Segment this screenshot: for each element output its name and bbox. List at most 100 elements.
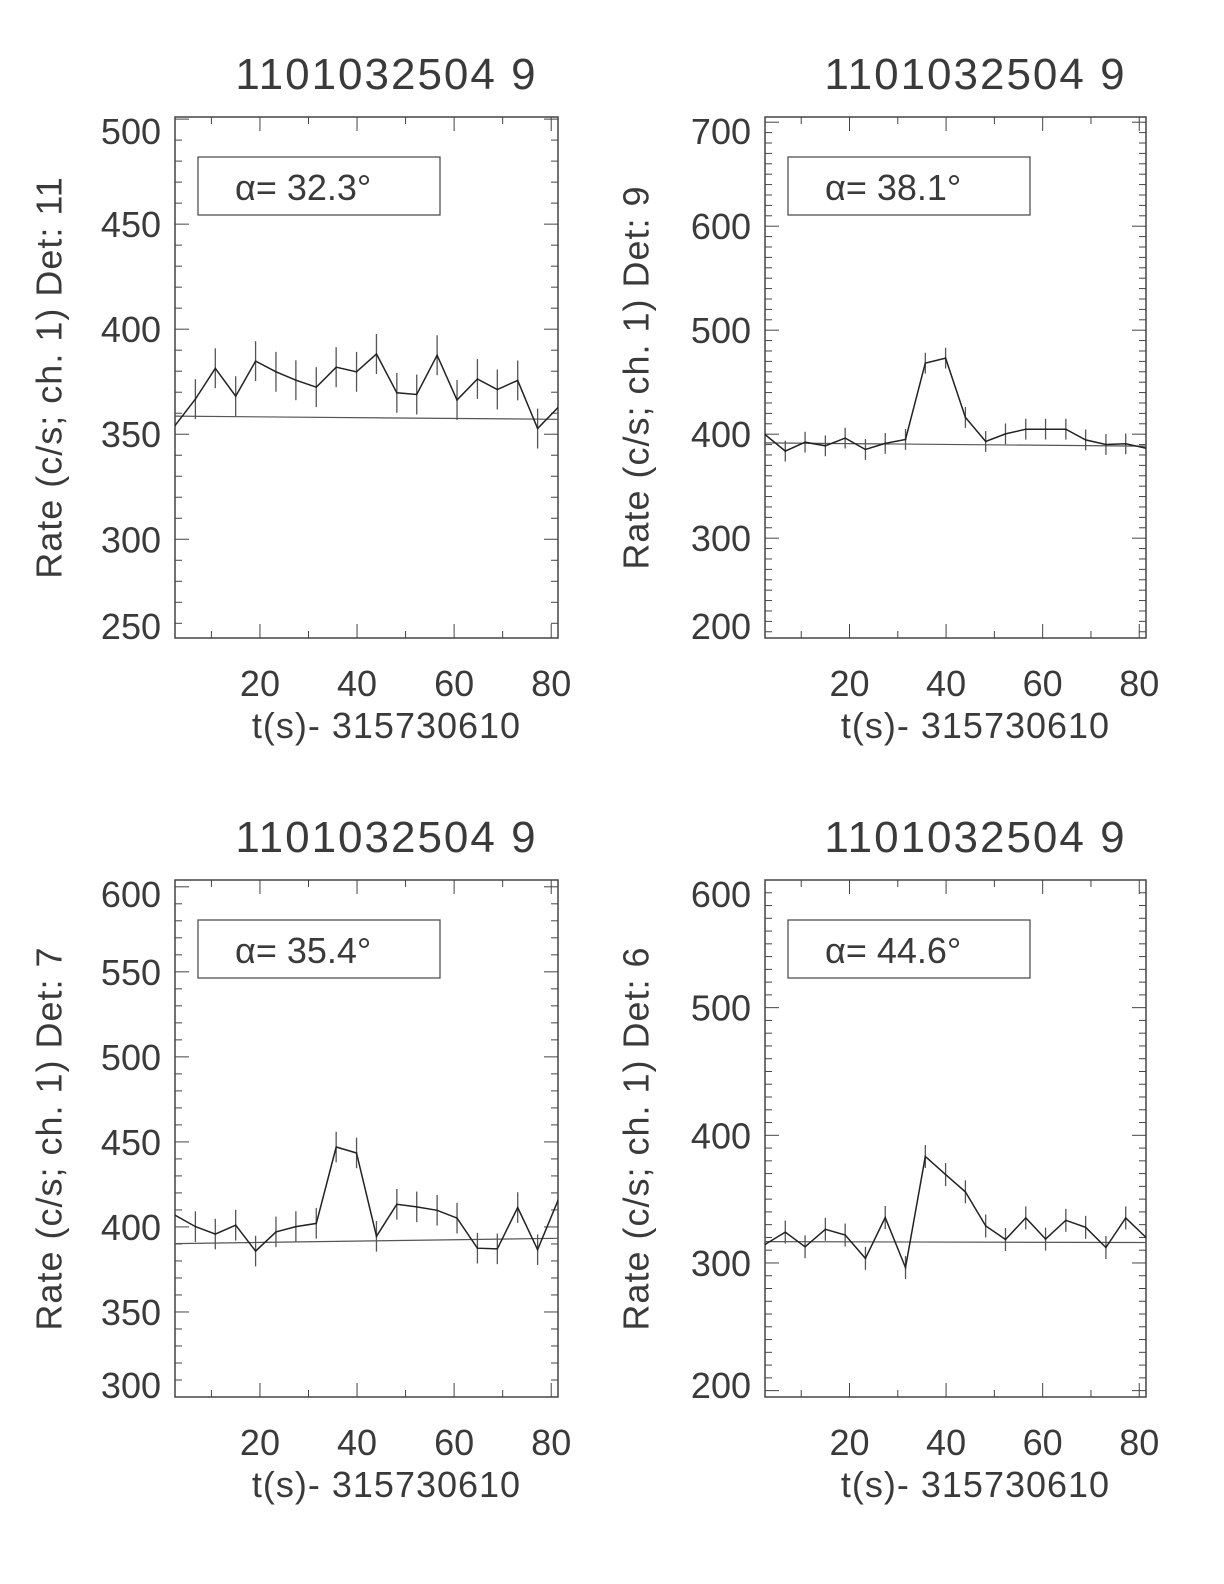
plot-area bbox=[765, 347, 1146, 462]
data-point bbox=[295, 379, 297, 382]
x-tick-label: 40 bbox=[337, 1422, 377, 1463]
data-point bbox=[375, 353, 378, 355]
data-point bbox=[804, 441, 806, 443]
chart-title: 1101032504 9 bbox=[824, 813, 1126, 862]
data-point bbox=[1084, 439, 1087, 441]
data-point bbox=[456, 399, 458, 401]
data-point bbox=[1004, 1238, 1007, 1241]
y-tick-label: 200 bbox=[691, 606, 751, 647]
x-tick-label: 60 bbox=[434, 663, 474, 704]
data-point bbox=[765, 1243, 766, 1246]
data-point bbox=[824, 1228, 827, 1231]
x-tick-label: 60 bbox=[1023, 1422, 1063, 1463]
legend-label: α= 38.1° bbox=[825, 167, 961, 208]
data-point bbox=[864, 448, 867, 451]
data-point bbox=[396, 392, 398, 394]
y-axis-label: Rate (c/s; ch. 1) Det: 6 bbox=[615, 946, 656, 1330]
data-point bbox=[275, 371, 277, 373]
legend-label: α= 44.6° bbox=[825, 930, 961, 971]
data-point bbox=[214, 1233, 217, 1235]
data-point bbox=[557, 406, 558, 409]
y-tick-label: 500 bbox=[691, 310, 751, 351]
x-tick-label: 40 bbox=[337, 663, 377, 704]
x-tick-label: 20 bbox=[829, 1422, 869, 1463]
data-point bbox=[335, 366, 337, 369]
y-tick-label: 300 bbox=[691, 518, 751, 559]
x-tick-label: 80 bbox=[531, 663, 571, 704]
y-tick-label: 450 bbox=[101, 204, 161, 245]
data-point bbox=[436, 354, 438, 357]
data-point bbox=[924, 1155, 927, 1158]
data-point bbox=[844, 1234, 846, 1236]
data-point bbox=[536, 427, 539, 430]
rate-series-line bbox=[175, 352, 558, 430]
y-tick-label: 700 bbox=[691, 111, 751, 152]
data-point bbox=[1024, 1217, 1027, 1219]
x-axis-label: t(s)- 315730610 bbox=[841, 1464, 1110, 1505]
data-point bbox=[396, 1203, 398, 1206]
data-point bbox=[315, 1222, 318, 1225]
data-point bbox=[944, 1173, 947, 1176]
y-tick-label: 350 bbox=[101, 1292, 161, 1333]
data-point bbox=[496, 388, 499, 391]
data-point bbox=[904, 438, 907, 441]
x-axis-label: t(s)- 315730610 bbox=[252, 1464, 521, 1505]
data-point bbox=[765, 433, 766, 436]
rate-series-line bbox=[175, 1146, 558, 1253]
y-axis-label: Rate (c/s; ch. 1) Det: 7 bbox=[28, 946, 69, 1330]
data-point bbox=[964, 1191, 967, 1193]
x-tick-label: 20 bbox=[829, 663, 869, 704]
x-tick-label: 40 bbox=[926, 663, 966, 704]
x-tick-label: 40 bbox=[926, 1422, 966, 1463]
data-point bbox=[557, 1199, 558, 1202]
data-point bbox=[1004, 433, 1007, 435]
data-point bbox=[1105, 443, 1107, 446]
legend-box bbox=[197, 919, 441, 979]
y-axis-label: Rate (c/s; ch. 1) Det: 11 bbox=[28, 176, 69, 578]
data-point bbox=[984, 1225, 987, 1227]
data-point bbox=[415, 393, 418, 396]
y-axis-label: Rate (c/s; ch. 1) Det: 9 bbox=[615, 185, 656, 569]
x-tick-label: 80 bbox=[531, 1422, 571, 1463]
panel-4: 1101032504 9 t(s)- 315730610 Rate (c/s; ch… bbox=[615, 813, 1159, 1505]
background-line bbox=[175, 415, 558, 420]
plot-frame bbox=[764, 116, 1147, 639]
data-point bbox=[194, 398, 197, 400]
background-line bbox=[765, 442, 1146, 447]
data-point bbox=[214, 367, 217, 370]
data-point bbox=[496, 1248, 499, 1250]
x-tick-label: 60 bbox=[434, 1422, 474, 1463]
data-point bbox=[1124, 443, 1127, 445]
y-tick-label: 400 bbox=[101, 309, 161, 350]
y-tick-label: 300 bbox=[691, 1243, 751, 1284]
data-point bbox=[355, 371, 358, 373]
legend-box bbox=[787, 919, 1031, 979]
y-tick-label: 500 bbox=[691, 988, 751, 1029]
plot-area bbox=[765, 1145, 1146, 1280]
data-point bbox=[1084, 1226, 1087, 1229]
y-tick-label: 550 bbox=[101, 952, 161, 993]
chart-title: 1101032504 9 bbox=[235, 813, 537, 862]
data-point bbox=[234, 395, 237, 397]
y-tick-label: 200 bbox=[691, 1365, 751, 1406]
y-tick-label: 300 bbox=[101, 519, 161, 560]
data-point bbox=[844, 437, 846, 439]
y-tick-label: 450 bbox=[101, 1122, 161, 1163]
data-point bbox=[984, 440, 987, 443]
y-tick-label: 350 bbox=[101, 414, 161, 455]
rate-series-line bbox=[765, 357, 1146, 452]
legend-label: α= 32.3° bbox=[235, 167, 371, 208]
y-tick-label: 300 bbox=[101, 1365, 161, 1406]
data-point bbox=[275, 1231, 277, 1233]
data-point bbox=[436, 1209, 438, 1212]
x-tick-label: 20 bbox=[240, 1422, 280, 1463]
data-point bbox=[415, 1206, 418, 1208]
data-point bbox=[175, 1214, 176, 1216]
data-point bbox=[1145, 447, 1146, 450]
x-tick-label: 80 bbox=[1119, 663, 1159, 704]
legend-box bbox=[197, 156, 441, 216]
data-point bbox=[1044, 1238, 1047, 1240]
data-point bbox=[476, 1247, 479, 1249]
data-point bbox=[194, 1225, 197, 1228]
data-point bbox=[904, 1266, 907, 1269]
